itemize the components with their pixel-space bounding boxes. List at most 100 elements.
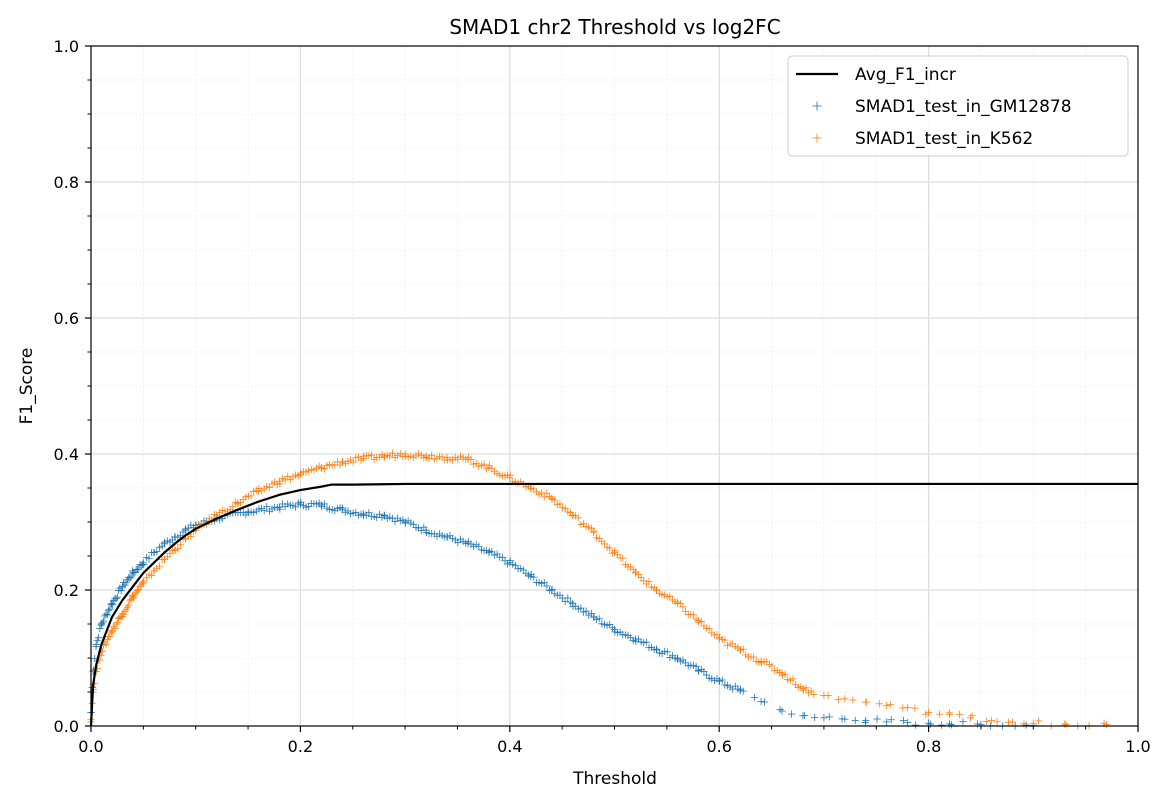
data-point [781, 670, 789, 678]
legend-box [787, 55, 1129, 157]
data-point [993, 718, 1001, 726]
data-point [540, 493, 548, 501]
data-point [715, 677, 723, 685]
data-point [548, 585, 556, 593]
data-point [556, 500, 564, 508]
data-point [102, 640, 110, 648]
data-point [883, 718, 891, 726]
data-point [422, 526, 430, 534]
data-point [244, 508, 252, 516]
data-point [589, 528, 598, 536]
data-point [883, 702, 891, 710]
data-point [820, 691, 828, 699]
data-point [810, 690, 818, 699]
data-point [1062, 721, 1070, 729]
data-point [176, 541, 185, 549]
data-point [642, 638, 650, 646]
data-point [631, 635, 640, 643]
data-point [153, 547, 161, 556]
x-axis-title: Threshold [572, 769, 657, 789]
data-point [475, 542, 483, 550]
data-point [247, 492, 255, 500]
data-point [296, 470, 304, 478]
data-point [123, 603, 132, 611]
data-point [947, 721, 955, 729]
data-point [564, 594, 572, 602]
legend: Avg_F1_incr SMAD1_test_in_GM12878 SMAD1_… [787, 55, 1129, 157]
data-point [380, 511, 388, 519]
data-point [955, 710, 964, 718]
data-point [107, 600, 115, 608]
data-point [254, 487, 263, 495]
data-point [543, 582, 551, 590]
data-point [938, 721, 946, 729]
x-tick-label: 0.6 [706, 737, 731, 756]
data-point [150, 567, 158, 575]
data-point [959, 718, 967, 726]
data-point [102, 610, 110, 618]
data-point [982, 717, 990, 726]
data-point [851, 716, 859, 725]
data-point [925, 708, 933, 716]
data-point [275, 503, 284, 511]
data-point [875, 700, 883, 708]
data-point [443, 533, 451, 541]
data-point [401, 450, 409, 458]
data-point [904, 719, 912, 727]
data-point [911, 704, 919, 712]
data-point [155, 562, 164, 570]
data-point [760, 698, 769, 706]
data-point [107, 629, 115, 637]
data-point [171, 533, 179, 541]
data-point [171, 545, 179, 553]
data-point [359, 455, 367, 463]
data-point [127, 573, 135, 581]
data-point [92, 640, 100, 648]
data-point [666, 592, 674, 600]
data-point [126, 574, 134, 582]
data-point [966, 714, 975, 722]
legend-label-k562: SMAD1_test_in_K562 [855, 129, 1033, 149]
legend-label-gm12878: SMAD1_test_in_GM12878 [855, 97, 1072, 117]
data-point [480, 460, 488, 468]
data-point [135, 585, 143, 594]
data-point [140, 561, 148, 569]
data-point [1008, 718, 1016, 726]
data-point [106, 605, 114, 613]
data-point [849, 696, 857, 704]
data-point [739, 645, 747, 653]
data-point [811, 713, 819, 722]
data-point [679, 603, 687, 611]
y-tick-label: 0.8 [54, 173, 79, 192]
data-point [317, 501, 325, 509]
data-point [139, 579, 147, 587]
data-point [750, 693, 758, 702]
data-point [569, 511, 577, 519]
data-point [551, 496, 559, 504]
tick-labels: 0.0 0.2 0.4 0.6 0.8 1.0 0.0 0.2 0.4 0.6 0.8 1.0 [54, 37, 1151, 756]
data-point [887, 716, 895, 724]
major-grid [91, 46, 1138, 726]
data-point [577, 604, 585, 612]
data-point [108, 627, 116, 635]
data-point [721, 636, 729, 644]
y-tick-label: 0.2 [54, 581, 79, 600]
data-point [133, 586, 142, 594]
x-tick-label: 0.4 [497, 737, 522, 756]
data-point [778, 707, 786, 715]
data-point [673, 654, 681, 662]
data-point [697, 617, 705, 625]
data-point [365, 509, 373, 517]
data-point [689, 611, 698, 619]
minor-grid [91, 46, 1138, 726]
data-point [736, 646, 744, 654]
data-point [530, 573, 538, 581]
axis-ticks [85, 45, 1139, 732]
data-point [317, 464, 325, 472]
y-tick-label: 0.4 [54, 445, 79, 464]
data-point [120, 610, 128, 618]
legend-marker-plus [812, 101, 822, 111]
data-point [757, 697, 765, 706]
data-point [715, 635, 723, 643]
data-point [112, 594, 120, 603]
